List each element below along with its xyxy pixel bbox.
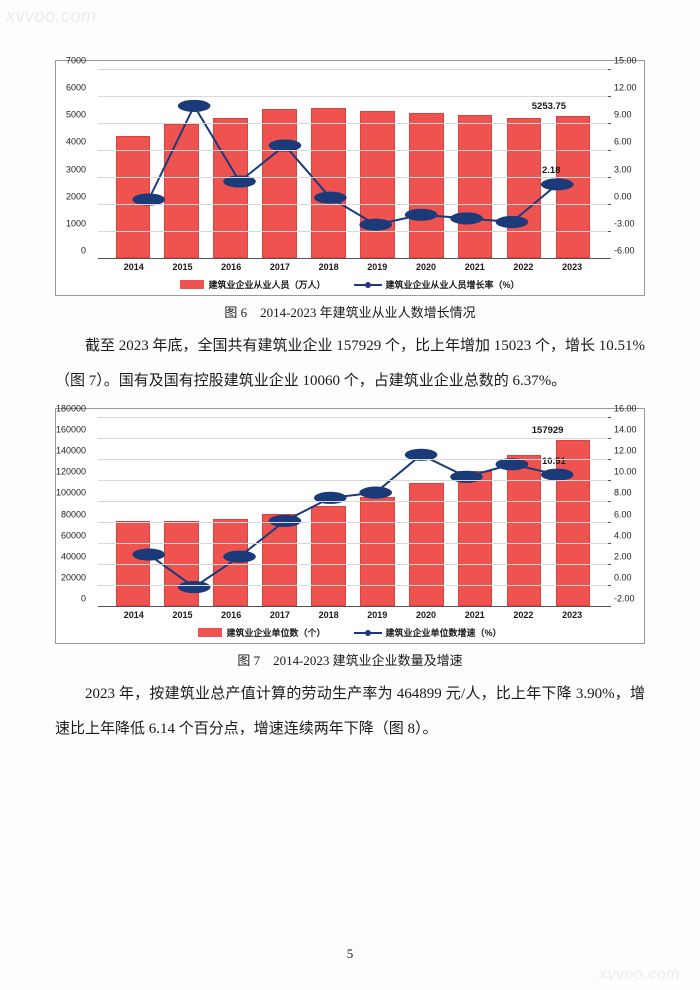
- chart6-legend-bar: 建筑业企业从业人员（万人）: [180, 278, 325, 291]
- chart6-legend: 建筑业企业从业人员（万人） 建筑业企业从业人员增长率（%）: [64, 278, 636, 291]
- chart6-plot: 5253.75 2.18: [98, 69, 608, 259]
- chart7-legend-line-label: 建筑业企业单位数增速（%）: [386, 626, 502, 639]
- paragraph-2: 2023 年，按建筑业总产值计算的劳动生产率为 464899 元/人，比上年下降…: [55, 677, 645, 746]
- chart7-legend-bar-label: 建筑业企业单位数（个）: [226, 626, 325, 639]
- watermark-top: xvvoo.com: [6, 6, 97, 27]
- chart6-legend-line: 建筑业企业从业人员增长率（%）: [354, 278, 520, 291]
- line-swatch-icon: [354, 284, 382, 286]
- chart6-container: 01000200030004000500060007000 -6.00-3.00…: [55, 60, 645, 296]
- chart7-legend: 建筑业企业单位数（个） 建筑业企业单位数增速（%）: [64, 626, 636, 639]
- chart7-x-axis: 2014201520162017201820192020202120222023: [98, 607, 608, 620]
- chart6-line-label-2023: 2.18: [542, 165, 561, 176]
- chart7-line: [98, 417, 608, 606]
- chart6-y-right: -6.00-3.000.003.006.009.0012.0015.00: [610, 61, 644, 251]
- chart6-y-left: 01000200030004000500060007000: [56, 61, 90, 251]
- chart6-legend-bar-label: 建筑业企业从业人员（万人）: [208, 278, 325, 291]
- chart6-bar-label-2023: 5253.75: [532, 101, 566, 112]
- chart7-legend-bar: 建筑业企业单位数（个）: [198, 626, 325, 639]
- chart6-line: [98, 69, 608, 258]
- chart7-caption: 图 7 2014-2023 建筑业企业数量及增速: [55, 650, 645, 669]
- chart7-plot: 157929 10.51: [98, 417, 608, 607]
- bar-swatch-icon: [198, 628, 222, 637]
- bar-swatch-icon: [180, 280, 204, 289]
- paragraph-1: 截至 2023 年底，全国共有建筑业企业 157929 个，比上年增加 1502…: [55, 329, 645, 398]
- watermark-bottom: xvvoo.com: [599, 966, 680, 984]
- line-swatch-icon: [354, 632, 382, 634]
- chart6-x-axis: 2014201520162017201820192020202120222023: [98, 259, 608, 272]
- chart6-caption: 图 6 2014-2023 年建筑业从业人数增长情况: [55, 302, 645, 321]
- chart7-legend-line: 建筑业企业单位数增速（%）: [354, 626, 502, 639]
- chart7-container: 0200004000060000800001000001200001400001…: [55, 408, 645, 644]
- chart7-y-left: 0200004000060000800001000001200001400001…: [56, 409, 90, 599]
- chart7-bar-label-2023: 157929: [532, 425, 564, 436]
- chart7-y-right: -2.000.002.004.006.008.0010.0012.0014.00…: [610, 409, 644, 599]
- chart6-legend-line-label: 建筑业企业从业人员增长率（%）: [386, 278, 520, 291]
- chart7-line-label-2023: 10.51: [542, 456, 566, 467]
- page-number: 5: [0, 946, 700, 962]
